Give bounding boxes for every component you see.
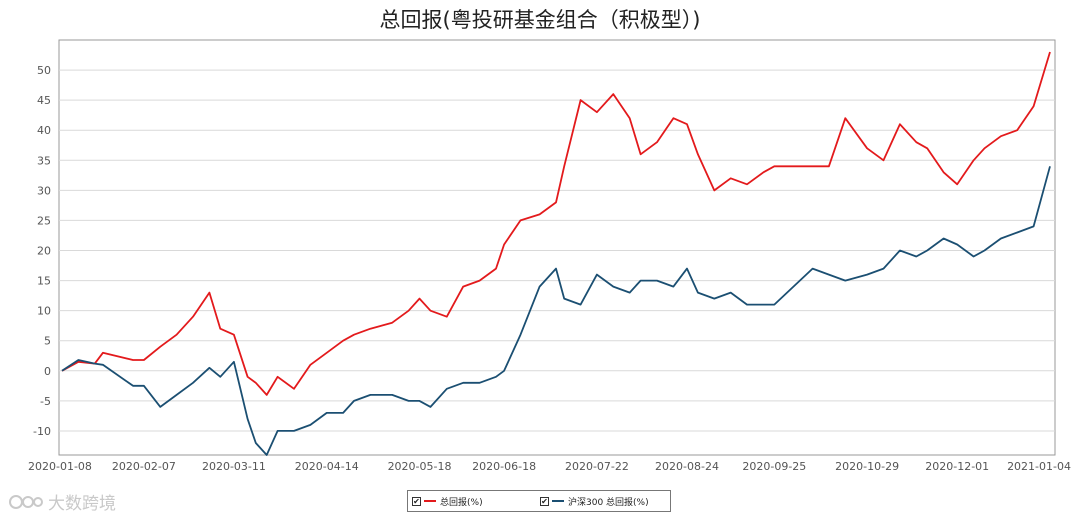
legend-checkbox[interactable]: ✔	[412, 496, 421, 506]
watermark-text: 大数跨境	[48, 494, 116, 514]
x-tick-label: 2020-06-18	[472, 460, 536, 473]
x-axis-ticks: 2020-01-08 2020-02-07 2020-03-11 2020-04-14…	[28, 460, 1071, 473]
x-tick-label: 2020-03-11	[202, 460, 266, 473]
x-tick-label: 2020-09-25	[742, 460, 806, 473]
x-tick-label: 2020-08-24	[655, 460, 719, 473]
y-axis-ticks: -10 -5 0 5 10 15 20 25 30 35 40 45 50	[33, 64, 51, 438]
y-tick-label: -10	[33, 425, 51, 438]
legend-swatch	[424, 500, 436, 502]
x-tick-label: 2021-01-04	[1007, 460, 1071, 473]
y-tick-label: 45	[37, 94, 51, 107]
legend-checkbox[interactable]: ✔	[540, 496, 549, 506]
x-tick-label: 2020-10-29	[835, 460, 899, 473]
x-tick-label: 2020-12-01	[925, 460, 989, 473]
legend-label: 沪深300 总回报(%)	[568, 497, 649, 508]
legend: ✔ 总回报(%) ✔ 沪深300 总回报(%)	[407, 490, 671, 512]
y-tick-label: 25	[37, 214, 51, 227]
legend-item-series-0[interactable]: ✔ 总回报(%)	[412, 491, 483, 511]
y-tick-label: 30	[37, 184, 51, 197]
x-tick-label: 2020-01-08	[28, 460, 92, 473]
legend-label: 总回报(%)	[440, 497, 483, 508]
x-tick-label: 2020-05-18	[388, 460, 452, 473]
y-tick-label: 5	[44, 335, 51, 348]
y-tick-label: 50	[37, 64, 51, 77]
y-tick-label: 15	[37, 275, 51, 288]
legend-swatch	[552, 500, 564, 502]
x-tick-label: 2020-04-14	[295, 460, 359, 473]
watermark: 大数跨境	[8, 489, 116, 514]
plot-area	[58, 39, 1056, 456]
x-tick-label: 2020-07-22	[565, 460, 629, 473]
series-line-1[interactable]	[61, 166, 1051, 456]
series-lines	[61, 51, 1051, 456]
y-tick-label: 40	[37, 124, 51, 137]
series-line-0[interactable]	[61, 51, 1051, 396]
legend-item-series-1[interactable]: ✔ 沪深300 总回报(%)	[540, 491, 649, 511]
chart-title: 总回报(粤投研基金组合（积极型）)	[379, 8, 701, 32]
y-tick-label: 0	[44, 365, 51, 378]
y-tick-label: 35	[37, 154, 51, 167]
y-tick-label: -5	[40, 395, 51, 408]
y-tick-label: 10	[37, 305, 51, 318]
x-tick-label: 2020-02-07	[112, 460, 176, 473]
y-tick-label: 20	[37, 245, 51, 258]
brand-logo-icon	[9, 494, 43, 509]
